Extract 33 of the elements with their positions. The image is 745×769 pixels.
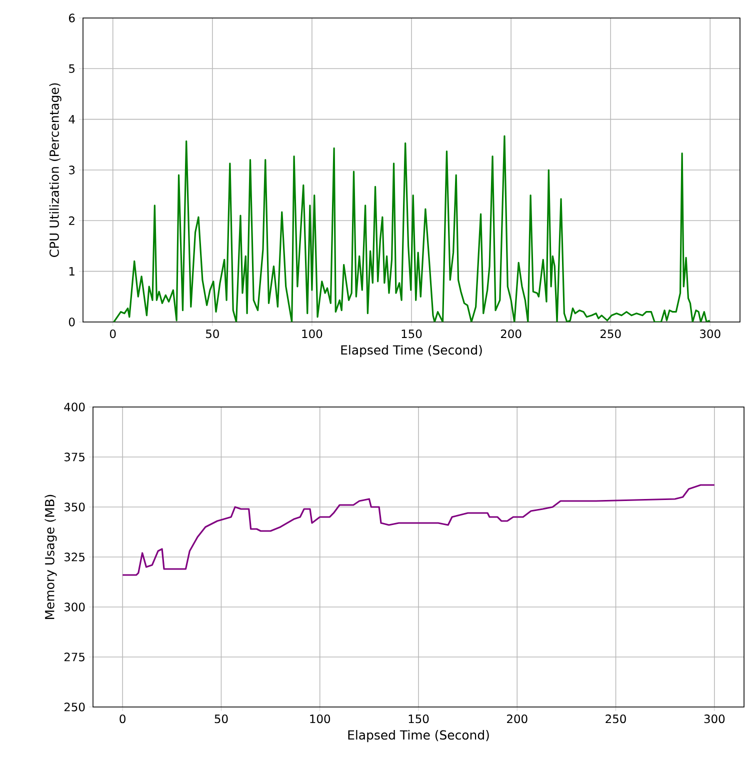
y-tick-label: 375	[64, 452, 84, 462]
x-axis-title: Elapsed Time (Second)	[341, 345, 482, 358]
x-tick-label: 0	[110, 330, 116, 338]
x-tick-label: 50	[206, 330, 219, 338]
y-tick-label: 1	[69, 267, 74, 276]
x-tick-label: 200	[507, 714, 528, 724]
y-tick-label: 350	[64, 502, 85, 512]
y-tick-label: 4	[68, 115, 75, 124]
y-tick-label: 5	[69, 64, 74, 73]
x-tick-label: 100	[302, 330, 322, 338]
x-tick-label: 150	[408, 714, 429, 724]
x-tick-label: 250	[606, 714, 626, 724]
y-tick-label: 6	[68, 14, 75, 22]
line-series	[113, 135, 711, 322]
y-tick-label: 400	[64, 402, 85, 412]
y-tick-label: 325	[64, 552, 84, 562]
x-tick-label: 0	[120, 714, 126, 724]
x-tick-label: 100	[310, 714, 330, 724]
x-tick-label: 50	[214, 714, 228, 724]
x-axis-title: Elapsed Time (Second)	[348, 730, 489, 742]
x-tick-label: 200	[500, 330, 522, 338]
y-tick-label: 300	[64, 602, 85, 612]
x-tick-label: 300	[700, 330, 720, 338]
y-tick-label: 275	[64, 652, 84, 662]
y-axis-title: Memory Usage (MB)	[44, 494, 57, 619]
y-tick-label: 250	[64, 702, 85, 712]
x-tick-label: 250	[600, 330, 621, 338]
y-tick-label: 2	[69, 216, 74, 225]
x-tick-label: 150	[402, 330, 422, 338]
y-tick-label: 3	[69, 166, 75, 174]
y-axis-title: CPU Utilization (Percentage)	[49, 83, 62, 257]
y-tick-label: 0	[68, 318, 75, 326]
x-tick-label: 300	[704, 714, 725, 724]
